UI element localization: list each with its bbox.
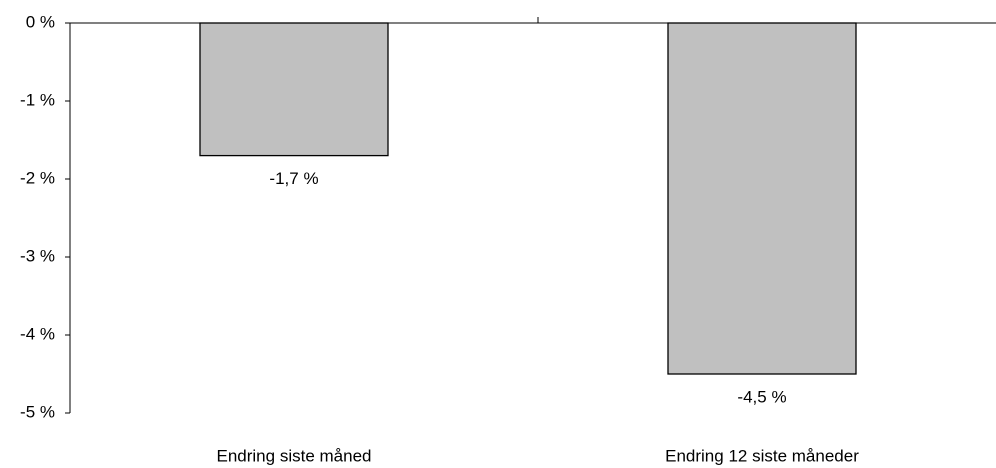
y-tick-label: -3 % [20,246,55,265]
y-tick-label: -4 % [20,324,55,343]
y-tick-label: -1 % [20,90,55,109]
y-tick-label: 0 % [26,12,55,31]
y-tick-label: -5 % [20,402,55,421]
value-label: -4,5 % [737,387,786,406]
bar [199,22,389,157]
bar [667,22,857,375]
x-tick-label: Endring 12 siste måneder [665,446,859,465]
x-tick-label: Endring siste måned [217,446,372,465]
value-label: -1,7 % [269,169,318,188]
y-tick-label: -2 % [20,168,55,187]
